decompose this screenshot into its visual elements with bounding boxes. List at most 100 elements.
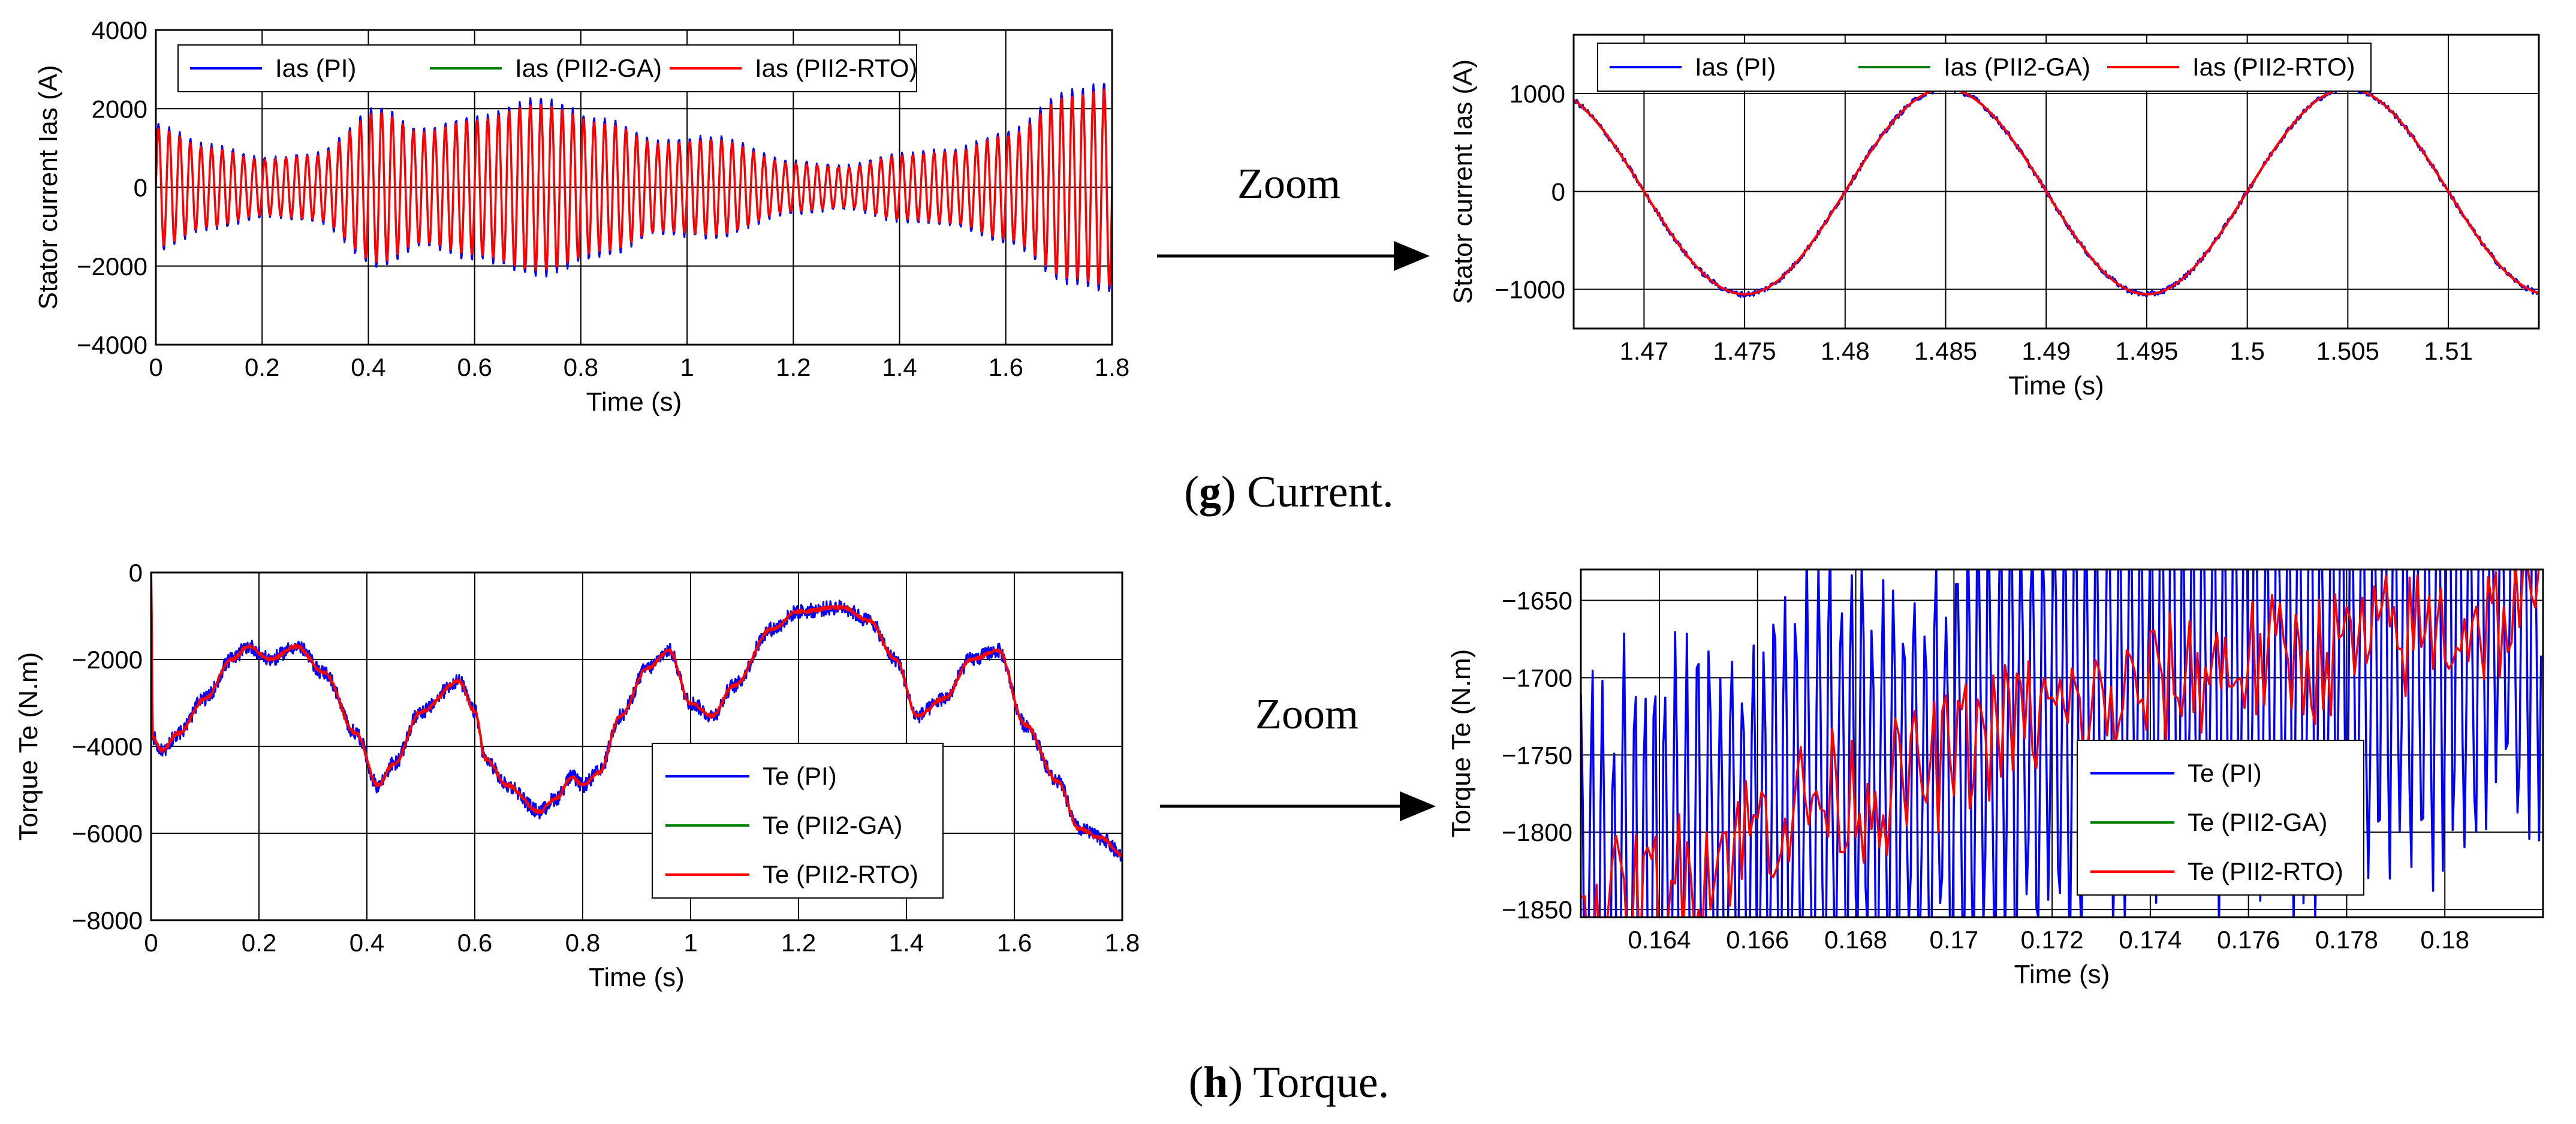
x-tick-label: 0.166 <box>1726 926 1789 954</box>
series-te-pi <box>1581 569 2542 917</box>
y-tick-label: −1750 <box>1502 741 1572 769</box>
series-traces <box>1574 86 2539 298</box>
x-tick-label: 1.51 <box>2424 337 2473 365</box>
caption-text: Torque. <box>1243 1058 1389 1107</box>
x-tick-label: 1.6 <box>997 929 1032 957</box>
chart-current-full: 0 0.2 0.4 0.6 0.8 1 1.2 1.4 1.6 1.8 −4000 −2000 0 200… <box>34 16 1129 417</box>
chart-current-zoom: 1.47 1.475 1.48 1.485 1.49 1.495 1.5 1.505 1.51 −… <box>1448 34 2540 400</box>
legend: Ias (PI) Ias (PII2-GA) Ias (PII2-RTO) <box>1597 43 2372 92</box>
x-axis-label: Time (s) <box>2008 371 2104 400</box>
zoom-label-current: Zoom <box>1237 159 1340 207</box>
plot-frame <box>150 571 1123 921</box>
chart-torque-zoom: 0.164 0.166 0.168 0.17 0.172 0.174 0.176 0.178 0… <box>1447 568 2544 989</box>
y-tick-label: −2000 <box>77 252 147 281</box>
y-tick-label: 2000 <box>92 95 147 123</box>
y-axis-label: Torque Te (N.m) <box>1447 649 1476 838</box>
x-tick-label: 1.495 <box>2115 337 2178 365</box>
y-axis-label: Torque Te (N.m) <box>14 652 43 841</box>
series-traces <box>151 572 1122 862</box>
y-tick-label: −1850 <box>1502 896 1572 924</box>
caption-letter: h <box>1203 1058 1228 1107</box>
x-tick-label: 0.164 <box>1628 926 1691 954</box>
y-axis-label: Stator current Ias (A) <box>34 65 63 309</box>
x-tick-label: 0.18 <box>2420 926 2469 954</box>
x-tick-label: 0.4 <box>351 353 385 381</box>
legend-label: Te (PI) <box>763 762 837 790</box>
legend-label: Ias (PII2-GA) <box>1944 53 2090 81</box>
plot-frame <box>155 29 1113 346</box>
zoom-arrow-current: Zoom <box>1157 159 1430 271</box>
x-tick-label: 0.172 <box>2021 926 2084 954</box>
legend-label: Ias (PI) <box>275 54 356 82</box>
x-axis-label: Time (s) <box>589 963 685 992</box>
legend-label: Te (PII2-RTO) <box>763 860 918 888</box>
x-tick-label: 0.6 <box>457 929 492 957</box>
series-te-pii2-rto <box>1581 569 2540 917</box>
x-tick-label: 0.2 <box>242 929 276 957</box>
y-axis-label: Stator current Ias (A) <box>1448 59 1478 304</box>
y-tick-label: −1700 <box>1502 664 1572 692</box>
x-tick-label: 1 <box>680 353 694 381</box>
series-traces <box>156 83 1112 293</box>
legend: Te (PI) Te (PII2-GA) Te (PII2-RTO) <box>652 743 944 899</box>
plot-frame <box>1572 34 2540 330</box>
x-tick-label: 1.6 <box>989 353 1023 381</box>
y-tick-label: 0 <box>129 559 143 587</box>
series-ias-pii2-rto <box>156 88 1112 287</box>
plot-frame <box>1580 568 2544 918</box>
x-tick-label: 0.176 <box>2217 926 2280 954</box>
legend-box <box>1597 43 2372 92</box>
legend: Ias (PI) Ias (PII2-GA) Ias (PII2-RTO) <box>177 44 918 92</box>
x-tick-label: 1.47 <box>1620 337 1669 365</box>
caption-current: (g) Current. <box>1184 468 1393 517</box>
x-tick-label: 0.8 <box>564 353 598 381</box>
zoom-label-torque: Zoom <box>1255 690 1358 738</box>
x-tick-label: 1.5 <box>2229 337 2264 365</box>
legend-label: Te (PII2-GA) <box>2188 808 2327 836</box>
x-tick-label: 0.2 <box>245 353 279 381</box>
arrowhead-icon <box>1400 791 1436 821</box>
legend-label: Te (PI) <box>2188 759 2262 787</box>
y-tick-label: −1000 <box>1495 276 1565 304</box>
x-tick-label: 0.17 <box>1929 926 1978 954</box>
y-tick-label: −1800 <box>1502 818 1572 846</box>
x-tick-label: 1 <box>683 929 697 957</box>
y-tick-label: −4000 <box>77 331 147 359</box>
legend-label: Ias (PII2-RTO) <box>2192 53 2355 81</box>
x-axis-label: Time (s) <box>2014 960 2110 989</box>
x-tick-label: 0.168 <box>1824 926 1887 954</box>
x-tick-label: 1.2 <box>776 353 811 381</box>
caption-torque: (h) Torque. <box>1189 1058 1390 1107</box>
y-tick-label: −8000 <box>72 906 143 935</box>
y-tick-label: −1650 <box>1502 587 1572 615</box>
legend-label: Ias (PII2-RTO) <box>755 54 918 82</box>
caption-text: Current. <box>1236 468 1394 517</box>
legend-label: Ias (PI) <box>1695 53 1776 81</box>
series-traces <box>1581 569 2542 917</box>
y-tick-label: 4000 <box>92 16 147 44</box>
x-tick-label: 1.4 <box>882 353 917 381</box>
zoom-arrow-torque: Zoom <box>1160 690 1436 821</box>
chart-torque-full: 0 0.2 0.4 0.6 0.8 1 1.2 1.4 1.6 1.8 −8000 −6000 −400… <box>14 559 1140 992</box>
arrowhead-icon <box>1394 241 1430 271</box>
y-tick-label: 1000 <box>1510 80 1565 108</box>
x-tick-label: 0 <box>144 929 158 957</box>
x-axis-label: Time (s) <box>586 387 682 417</box>
x-tick-label: 1.505 <box>2316 337 2379 365</box>
caption-letter: g <box>1199 468 1221 517</box>
y-tick-label: −2000 <box>72 646 143 674</box>
series-te-pii2-rto <box>151 572 1122 858</box>
x-tick-label: 0.178 <box>2315 926 2378 954</box>
x-tick-label: 1.8 <box>1095 353 1129 381</box>
legend-label: Te (PII2-GA) <box>763 811 902 839</box>
x-tick-label: 1.4 <box>889 929 924 957</box>
x-tick-label: 1.2 <box>781 929 816 957</box>
y-tick-label: −4000 <box>72 733 143 761</box>
y-tick-label: −6000 <box>72 819 143 848</box>
x-tick-label: 0.4 <box>350 929 384 957</box>
x-tick-label: 1.475 <box>1713 337 1776 365</box>
x-tick-label: 1.48 <box>1821 337 1870 365</box>
x-tick-label: 0.174 <box>2119 926 2182 954</box>
y-tick-label: 0 <box>134 174 147 202</box>
